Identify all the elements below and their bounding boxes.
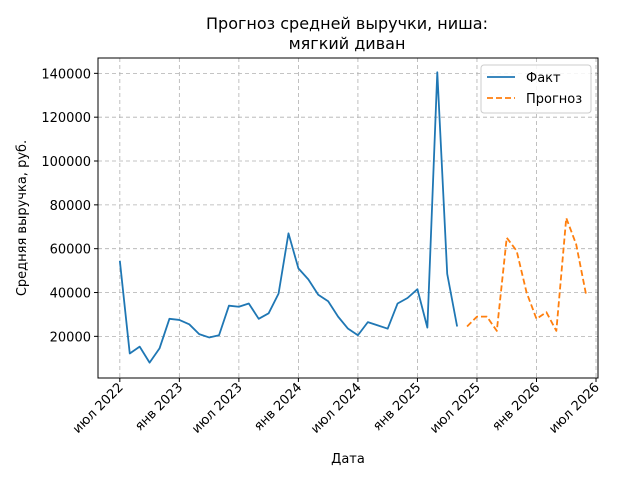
y-axis-label: Средняя выручка, руб. <box>15 140 30 296</box>
y-tick-label: 60000 <box>50 243 91 258</box>
x-tick-label: июл 2023 <box>189 380 246 437</box>
y-tick-label: 140000 <box>41 67 91 82</box>
y-tick-label: 80000 <box>50 199 91 214</box>
x-axis-label: Дата <box>331 452 365 467</box>
chart-title-line1: Прогноз средней выручки, ниша: <box>206 14 488 33</box>
x-tick-label: июл 2026 <box>546 380 603 437</box>
x-tick-label: янв 2024 <box>251 380 305 434</box>
x-tick-label: июл 2024 <box>308 380 365 437</box>
y-tick-label: 120000 <box>41 111 91 126</box>
x-tick-label: июл 2022 <box>70 380 127 437</box>
legend: Факт Прогноз <box>480 64 592 114</box>
y-tick-label: 100000 <box>41 155 91 170</box>
y-tick-label: 40000 <box>50 287 91 302</box>
series-fact-line <box>118 71 459 364</box>
plot-frame <box>97 57 599 379</box>
x-tick-label: янв 2026 <box>489 380 543 434</box>
ticks: июл 2022 янв 2023 июл 2023 янв 2024 июл 2024… <box>41 67 602 436</box>
x-tick-label: июл 2025 <box>427 380 484 437</box>
chart-title-line2: мягкий диван <box>289 34 406 53</box>
legend-fact-label: Факт <box>526 71 561 86</box>
y-tick-label: 20000 <box>50 330 91 345</box>
legend-forecast-label: Прогноз <box>526 92 582 107</box>
series-layer <box>118 71 587 364</box>
x-tick-label: янв 2023 <box>132 380 186 434</box>
series-forecast-line <box>466 217 587 332</box>
x-tick-label: янв 2025 <box>370 380 424 434</box>
